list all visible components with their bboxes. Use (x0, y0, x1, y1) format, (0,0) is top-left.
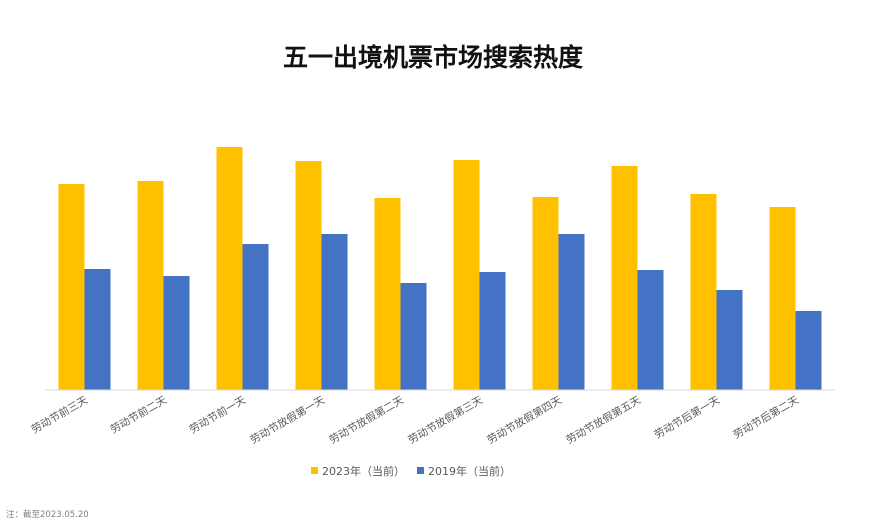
x-tick-label: 劳动节放假第二天 (327, 393, 407, 447)
bar-2023-0 (58, 184, 85, 390)
x-tick-label: 劳动节后第一天 (652, 393, 723, 441)
bar-2019-1 (163, 276, 190, 390)
x-tick-label: 劳动节放假第四天 (485, 393, 565, 447)
x-tick-labels: 劳动节前三天 劳动节前二天 劳动节前一天 劳动节放假第一天 劳动节放假第二天 劳动节放假第… (29, 393, 801, 447)
bar-2023-1 (137, 181, 164, 390)
chart-title: 五一出境机票市场搜索热度 (283, 43, 583, 72)
bar-2019-4 (400, 283, 427, 390)
x-tick-label: 劳动节前二天 (108, 393, 169, 436)
bars-layer (58, 147, 822, 390)
x-tick-label: 劳动节前三天 (29, 393, 90, 436)
bar-2023-5 (453, 160, 480, 390)
x-tick-label: 劳动节放假第一天 (248, 393, 328, 447)
x-tick-label: 劳动节后第二天 (731, 393, 802, 441)
bar-2019-7 (637, 270, 664, 390)
bar-2023-2 (216, 147, 243, 390)
legend-swatch-2023 (311, 467, 318, 474)
bar-2023-6 (532, 197, 559, 390)
legend-label-2019: 2019年（当前） (428, 464, 511, 478)
x-tick-label: 劳动节放假第三天 (406, 393, 486, 447)
x-tick-label: 劳动节放假第五天 (564, 393, 644, 447)
bar-2019-2 (242, 244, 269, 390)
bar-2019-5 (479, 272, 506, 390)
bar-2019-3 (321, 234, 348, 390)
bar-2023-3 (295, 161, 322, 390)
bar-2023-9 (769, 207, 796, 390)
x-tick-label: 劳动节前一天 (187, 393, 248, 436)
bar-2019-8 (716, 290, 743, 390)
legend: 2023年（当前） 2019年（当前） (311, 464, 511, 478)
bar-2019-0 (84, 269, 111, 390)
legend-label-2023: 2023年（当前） (322, 464, 405, 478)
bar-2023-4 (374, 198, 401, 390)
footnote: 注：截至2023.05.20 (6, 509, 89, 520)
bar-2023-8 (690, 194, 717, 390)
bar-2019-6 (558, 234, 585, 390)
bar-2019-9 (795, 311, 822, 390)
bar-2023-7 (611, 166, 638, 390)
legend-swatch-2019 (417, 467, 424, 474)
